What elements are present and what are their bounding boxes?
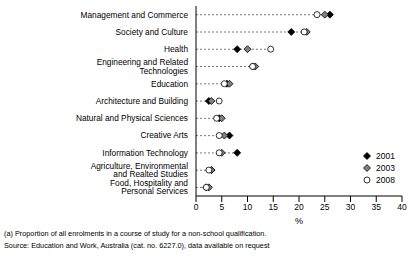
svg-text:Agriculture, Environmentaland: Agriculture, Environmentaland Realted St…: [91, 161, 188, 179]
html-text:Source: Education and Work, Au: Source: Education and Work, Australia (c…: [4, 241, 270, 250]
svg-text:20: 20: [294, 202, 304, 212]
svg-text:30: 30: [346, 202, 356, 212]
html-text:2003: 2003: [376, 163, 395, 173]
svg-text:Food, Hospitality andPersonal: Food, Hospitality andPersonal Services: [110, 178, 188, 196]
svg-text:Education: Education: [151, 79, 188, 89]
svg-text:Society and Culture: Society and Culture: [116, 27, 189, 37]
svg-text:35: 35: [372, 202, 382, 212]
svg-text:%: %: [295, 216, 303, 226]
svg-text:Natural and Physical Sciences: Natural and Physical Sciences: [76, 113, 188, 123]
svg-text:0: 0: [194, 202, 199, 212]
svg-text:Information Technology: Information Technology: [102, 148, 188, 158]
html-text:2001: 2001: [376, 151, 395, 161]
html-text:2008: 2008: [376, 175, 395, 185]
svg-text:Architecture and Building: Architecture and Building: [96, 96, 189, 106]
svg-text:10: 10: [243, 202, 253, 212]
svg-text:5: 5: [219, 202, 224, 212]
svg-text:15: 15: [269, 202, 279, 212]
svg-text:40: 40: [397, 202, 407, 212]
svg-text:Engineering and RelatedTechnol: Engineering and RelatedTechnologies: [97, 57, 189, 75]
svg-text:Creative Arts: Creative Arts: [141, 130, 189, 140]
html-text:(a) Proportion of all enrolmen: (a) Proportion of all enrolments in a co…: [4, 229, 267, 238]
svg-text:Management and Commerce: Management and Commerce: [81, 10, 189, 20]
svg-text:25: 25: [320, 202, 330, 212]
svg-text:Health: Health: [164, 44, 188, 54]
